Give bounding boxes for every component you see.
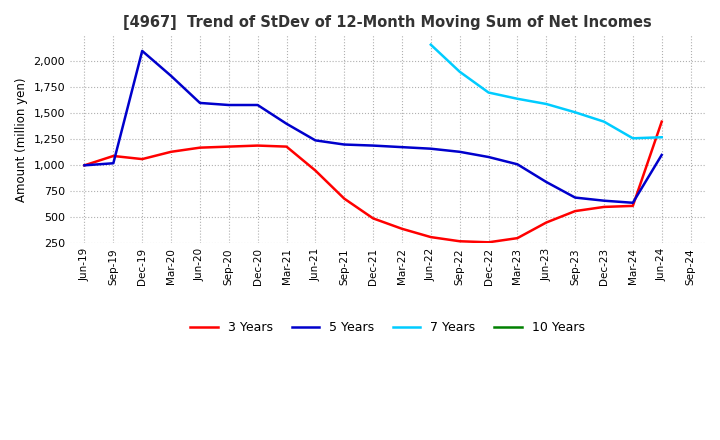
5 Years [600, 198, 608, 203]
7 Years [600, 119, 608, 124]
3 Years [80, 163, 89, 168]
Line: 7 Years: 7 Years [431, 45, 662, 138]
7 Years [629, 136, 637, 141]
3 Years [455, 238, 464, 244]
3 Years [571, 209, 580, 214]
5 Years [485, 154, 493, 160]
3 Years [485, 240, 493, 245]
5 Years [571, 195, 580, 200]
5 Years [109, 161, 117, 166]
3 Years [311, 168, 320, 173]
5 Years [629, 200, 637, 205]
3 Years [253, 143, 262, 148]
5 Years [196, 100, 204, 106]
3 Years [426, 235, 435, 240]
5 Years [282, 121, 291, 126]
5 Years [542, 180, 551, 185]
5 Years [167, 73, 176, 78]
5 Years [225, 103, 233, 108]
5 Years [138, 48, 146, 54]
5 Years [311, 138, 320, 143]
5 Years [426, 146, 435, 151]
5 Years [253, 103, 262, 108]
3 Years [282, 144, 291, 149]
3 Years [542, 220, 551, 225]
5 Years [397, 144, 406, 150]
Title: [4967]  Trend of StDev of 12-Month Moving Sum of Net Incomes: [4967] Trend of StDev of 12-Month Moving… [123, 15, 652, 30]
3 Years [397, 226, 406, 231]
7 Years [485, 90, 493, 95]
5 Years [369, 143, 377, 148]
3 Years [513, 235, 522, 241]
5 Years [657, 152, 666, 158]
5 Years [513, 161, 522, 167]
3 Years [167, 149, 176, 154]
7 Years [426, 42, 435, 48]
5 Years [340, 142, 348, 147]
3 Years [138, 157, 146, 162]
5 Years [455, 149, 464, 154]
Legend: 3 Years, 5 Years, 7 Years, 10 Years: 3 Years, 5 Years, 7 Years, 10 Years [185, 316, 590, 339]
7 Years [571, 110, 580, 115]
3 Years [109, 153, 117, 158]
Line: 5 Years: 5 Years [84, 51, 662, 203]
7 Years [513, 96, 522, 101]
3 Years [369, 216, 377, 221]
7 Years [455, 69, 464, 74]
5 Years [80, 163, 89, 168]
3 Years [657, 119, 666, 124]
3 Years [600, 204, 608, 209]
3 Years [196, 145, 204, 150]
3 Years [629, 203, 637, 209]
Line: 3 Years: 3 Years [84, 121, 662, 242]
7 Years [657, 135, 666, 140]
3 Years [340, 196, 348, 201]
3 Years [225, 144, 233, 149]
7 Years [542, 101, 551, 106]
Y-axis label: Amount (million yen): Amount (million yen) [15, 77, 28, 202]
